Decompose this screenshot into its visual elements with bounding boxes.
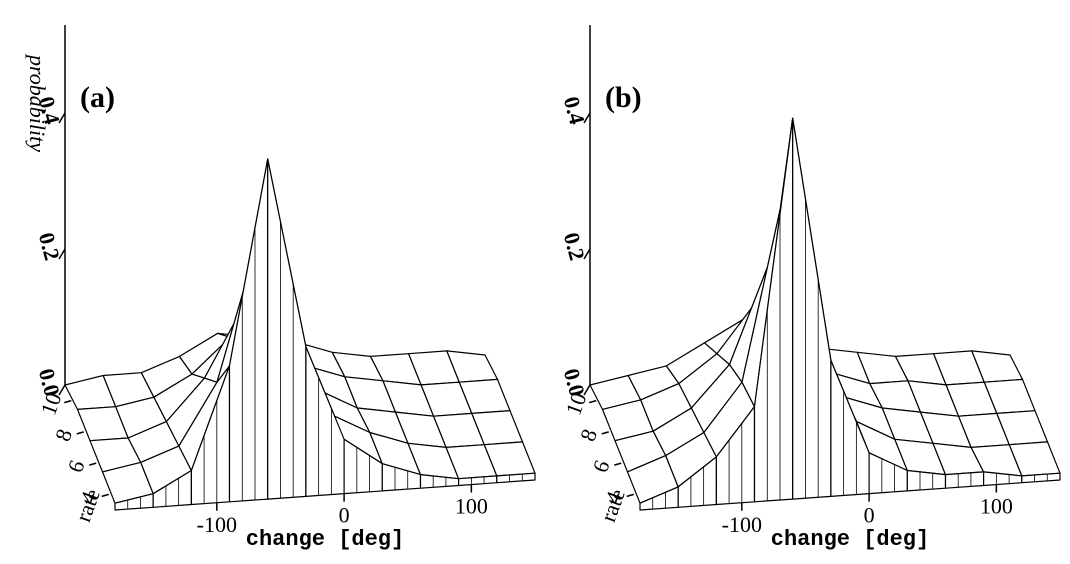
y-tick	[614, 462, 622, 466]
panel-label: (b)	[605, 81, 642, 114]
y-tick	[626, 493, 634, 498]
x-axis-label: change [deg]	[246, 527, 404, 552]
panel-label: (a)	[80, 81, 115, 114]
front-skirt	[906, 469, 947, 492]
z-tick	[58, 384, 66, 396]
z-tick	[58, 248, 66, 260]
y-tick	[601, 431, 609, 435]
y-tick-label: 8	[575, 426, 602, 445]
x-tick-label: -100	[722, 512, 762, 537]
y-tick	[101, 493, 109, 498]
z-tick	[583, 112, 591, 124]
x-tick-label: 100	[455, 494, 488, 519]
y-tick	[89, 462, 97, 466]
y-tick-label: 6	[587, 457, 614, 476]
front-skirt	[944, 471, 985, 489]
z-tick	[583, 248, 591, 260]
y-tick	[64, 399, 72, 404]
x-tick-label: 0	[339, 503, 350, 528]
x-tick-label: 100	[980, 494, 1013, 519]
y-tick	[589, 399, 597, 404]
x-tick-label: -100	[197, 512, 237, 537]
front-skirt	[496, 472, 536, 484]
x-axis-label: change [deg]	[771, 527, 929, 552]
y-tick-label: 6	[62, 457, 89, 476]
y-tick-label: 8	[50, 426, 77, 445]
z-tick	[583, 384, 591, 396]
y-axis-label: rate	[595, 486, 630, 526]
x-tick-label: 0	[864, 503, 875, 528]
z-tick	[58, 112, 66, 124]
front-skirt	[267, 158, 307, 500]
front-skirt	[792, 117, 832, 500]
y-tick	[76, 431, 84, 435]
z-axis-label: probability	[25, 53, 50, 152]
front-skirt	[1021, 472, 1061, 484]
y-axis-label: rate	[70, 486, 105, 526]
